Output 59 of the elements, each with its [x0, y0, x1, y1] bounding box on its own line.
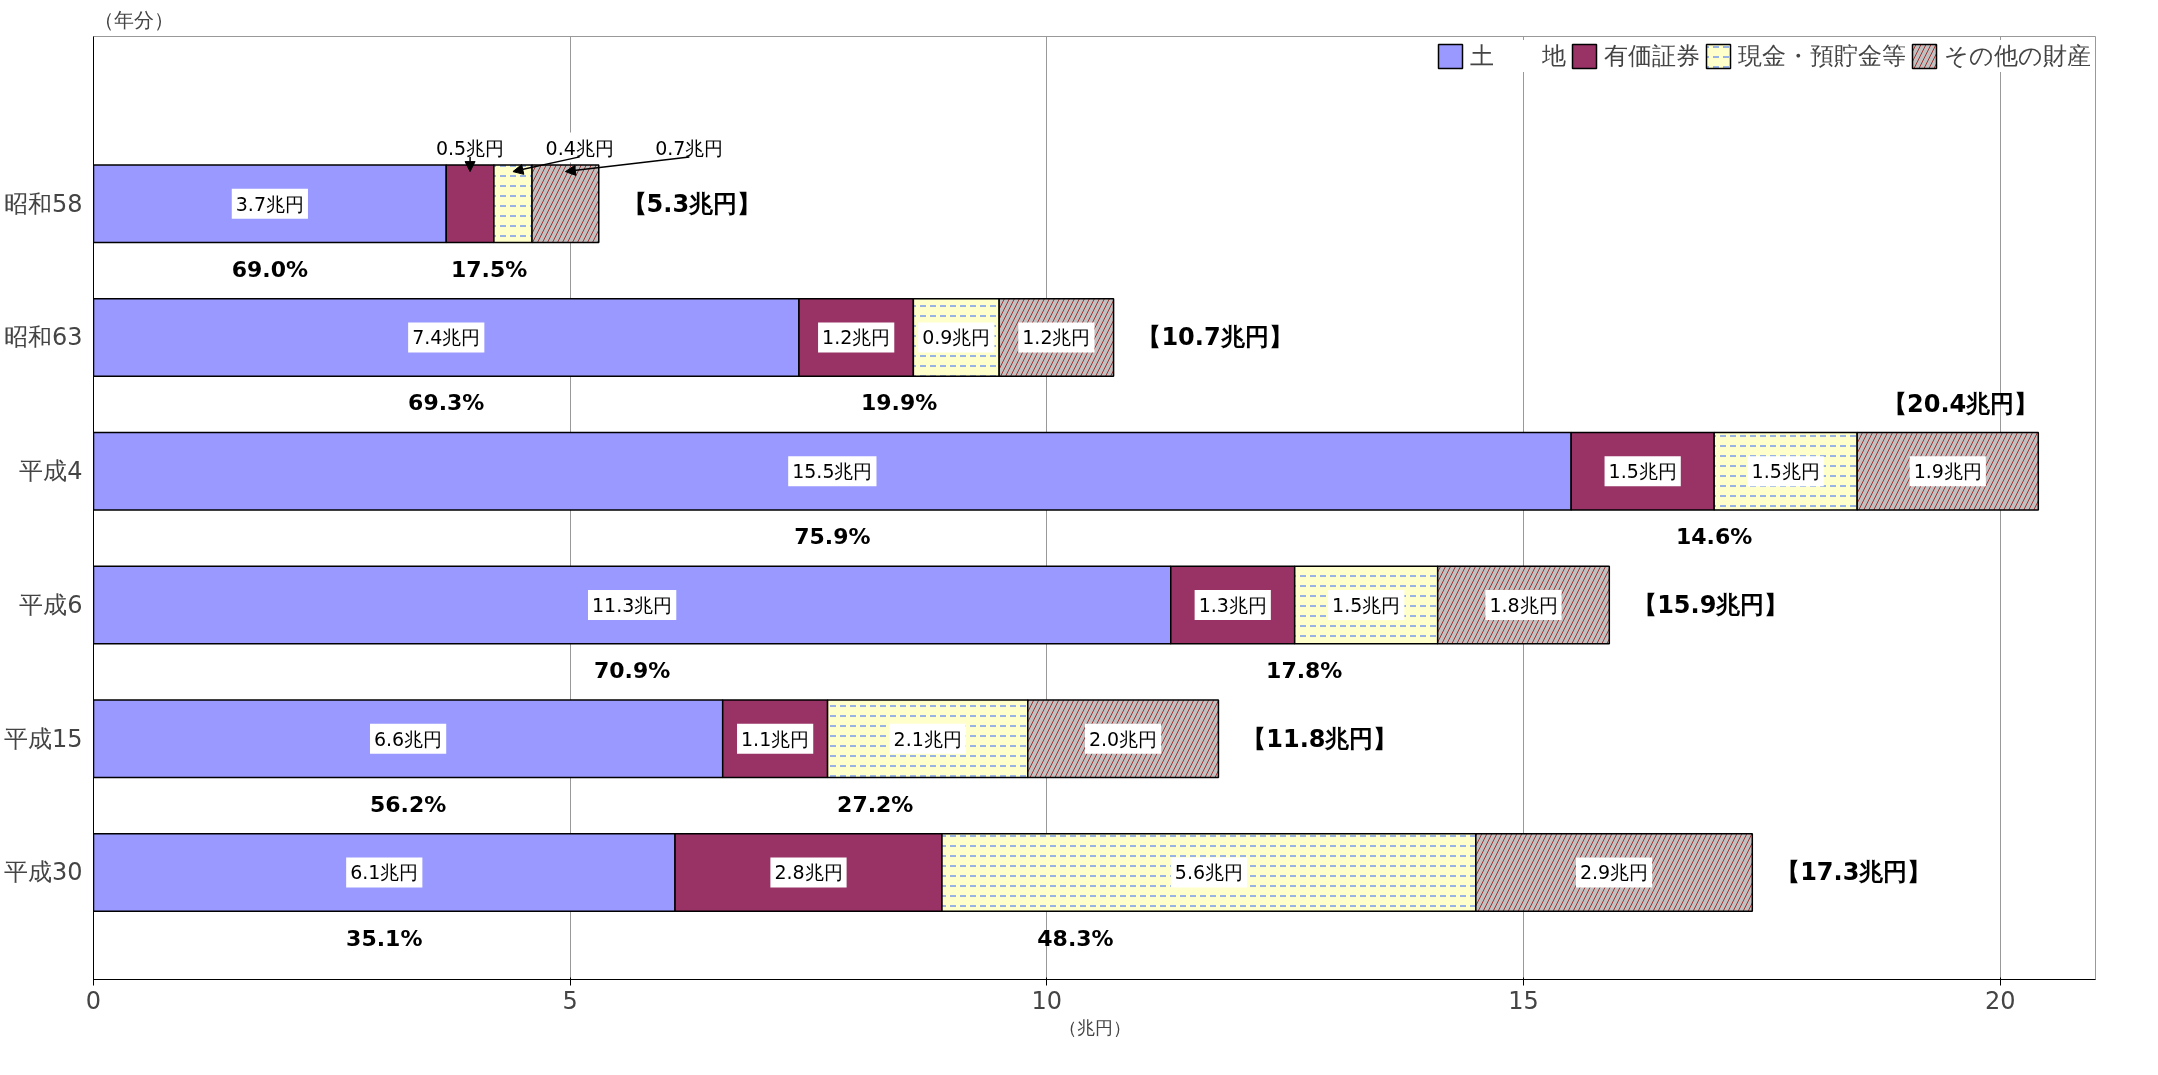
x-axis-title: （兆円）	[1058, 1016, 1131, 1038]
annotation: 69.0%	[231, 256, 309, 282]
data-label: 1.5兆円	[1332, 593, 1401, 616]
data-label: 1.2兆円	[822, 326, 891, 349]
total-label: 【5.3兆円】	[622, 189, 762, 218]
y-tick-label: 平成6	[19, 590, 83, 619]
data-label: 11.3兆円	[591, 593, 673, 616]
annotation: 17.5%	[450, 256, 528, 282]
legend-label: 現金・預貯金等	[1738, 41, 1906, 72]
data-label: 0.5兆円	[435, 136, 505, 159]
data-label: 15.5兆円	[792, 460, 873, 483]
legend-label: 有価証券	[1604, 41, 1700, 72]
y-tick-label: 昭和63	[3, 323, 83, 352]
data-label: 2.1兆円	[893, 727, 962, 750]
y-tick-label: 平成30	[3, 858, 83, 887]
data-label: 1.8兆円	[1489, 593, 1558, 616]
annotation: 56.2%	[369, 791, 447, 817]
legend-label: 土 地	[1470, 41, 1566, 72]
data-label: 0.4兆円	[545, 136, 614, 159]
data-label: 6.6兆円	[373, 727, 443, 750]
data-label: 1.3兆円	[1198, 593, 1267, 616]
data-label: 0.9兆円	[922, 326, 991, 349]
legend-label: その他の財産	[1944, 41, 2091, 72]
annotation: 19.9%	[860, 390, 938, 416]
data-label: 6.1兆円	[350, 861, 419, 884]
annotation: 17.8%	[1266, 658, 1343, 684]
data-label: 0.7兆円	[655, 136, 724, 159]
y-tick-label: 昭和58	[3, 189, 83, 218]
data-label: 1.5兆円	[1751, 460, 1820, 483]
y-tick-label: 平成4	[19, 457, 83, 486]
data-label: 1.1兆円	[741, 727, 810, 750]
data-label: 1.9兆円	[1913, 460, 1982, 483]
x-tick-label: 0	[85, 986, 102, 1015]
x-tick-label: 5	[562, 986, 578, 1015]
x-tick-label: 20	[1984, 986, 2016, 1015]
data-label: 1.5兆円	[1608, 460, 1677, 483]
x-tick-label: 10	[1031, 986, 1063, 1015]
y-tick-label: 平成15	[3, 724, 83, 753]
x-tick-label: 15	[1508, 986, 1539, 1015]
data-label: 2.8兆円	[774, 861, 843, 884]
annotation: 35.1%	[346, 925, 423, 951]
data-label: 3.7兆円	[235, 192, 304, 215]
annotation: 27.2%	[837, 791, 914, 817]
data-label: 2.9兆円	[1579, 861, 1649, 884]
data-label: 1.2兆円	[1022, 326, 1091, 349]
data-label: 7.4兆円	[412, 326, 481, 349]
annotation: 70.9%	[593, 658, 671, 684]
annotation: 48.3%	[1037, 925, 1114, 951]
data-label: 5.6兆円	[1174, 861, 1244, 884]
annotation: 14.6%	[1676, 524, 1753, 550]
total-label: 【20.4兆円】	[1883, 390, 2039, 419]
total-label: 【10.7兆円】	[1137, 323, 1293, 352]
total-label: 【11.8兆円】	[1242, 724, 1398, 753]
annotation: 69.3%	[408, 390, 485, 416]
annotation: 75.9%	[794, 524, 871, 550]
data-label: 2.0兆円	[1088, 727, 1158, 750]
total-label: 【15.9兆円】	[1633, 590, 1789, 619]
y-axis-title: （年分）	[93, 7, 174, 32]
total-label: 【17.3兆円】	[1776, 858, 1932, 887]
